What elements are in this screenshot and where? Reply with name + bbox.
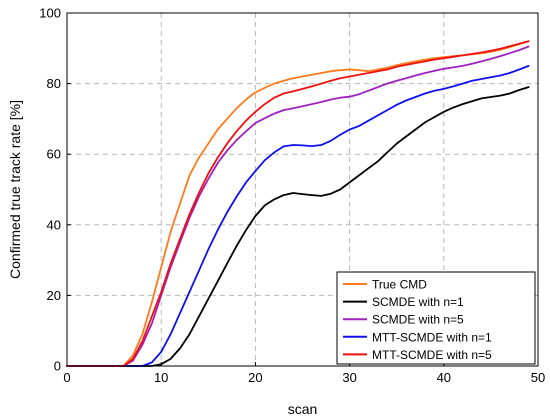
x-tick-label: 10	[154, 370, 168, 385]
y-tick-label: 20	[47, 288, 61, 303]
x-axis-ticks: 0 10 20 30 40 50	[63, 362, 545, 385]
y-tick-label: 80	[47, 76, 61, 91]
x-tick-label: 0	[63, 370, 70, 385]
series-lines	[66, 40, 530, 367]
x-tick-label: 30	[342, 370, 356, 385]
legend: True CMD SCMDE with n=1 SCMDE with n=5 MTT-…	[336, 271, 536, 365]
legend-entry: SCMDE with n=1	[372, 295, 464, 309]
legend-entry: True CMD	[372, 278, 427, 292]
series-line-2	[66, 86, 530, 367]
plot-frame	[66, 12, 539, 367]
series-line-5	[66, 40, 530, 367]
legend-entry: MTT-SCMDE with n=5	[372, 348, 492, 362]
y-tick-label: 40	[47, 217, 61, 232]
y-axis-ticks: 0 20 40 60 80 100	[39, 6, 71, 374]
legend-entry: SCMDE with n=5	[372, 313, 464, 327]
grid	[67, 13, 538, 366]
legend-box	[336, 271, 536, 365]
x-tick-label: 40	[437, 370, 451, 385]
y-tick-label: 60	[47, 147, 61, 162]
legend-entry: MTT-SCMDE with n=1	[372, 330, 492, 344]
y-tick-label: 100	[39, 6, 61, 21]
series-line-4	[66, 65, 530, 367]
series-line-3	[66, 45, 530, 367]
y-axis-label: Confirmed true track rate [%]	[7, 100, 23, 279]
x-axis-label: scan	[288, 401, 318, 417]
x-tick-label: 20	[248, 370, 262, 385]
y-tick-label: 0	[54, 359, 61, 374]
x-tick-label: 50	[531, 370, 545, 385]
